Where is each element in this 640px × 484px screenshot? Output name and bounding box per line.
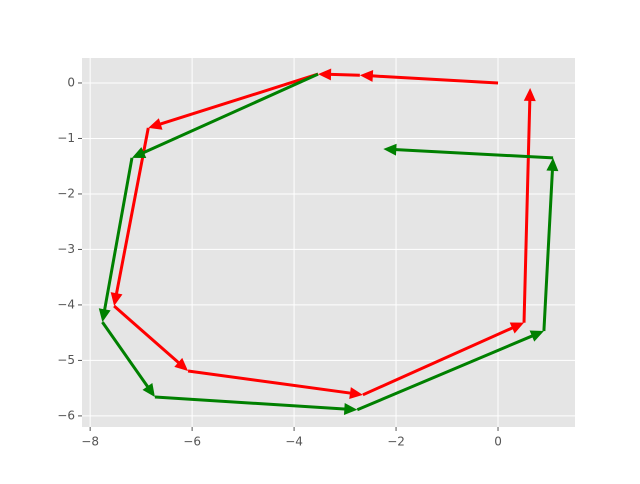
y-tick-label: 0 (67, 75, 75, 89)
x-tick-label: −4 (285, 435, 303, 449)
arrow (362, 322, 525, 397)
arrow (359, 69, 499, 85)
arrow (542, 157, 559, 332)
arrow (318, 68, 360, 81)
x-tick-label: 0 (494, 435, 502, 449)
arrow (154, 395, 358, 415)
arrow (110, 127, 150, 307)
x-tick-label: −2 (387, 435, 405, 449)
arrow (131, 72, 319, 159)
y-tick-label: −3 (57, 242, 75, 256)
arrow (383, 143, 554, 160)
arrow (522, 87, 536, 323)
arrow (98, 157, 134, 323)
arrow (148, 72, 319, 130)
arrow (101, 321, 155, 398)
plot-area (82, 58, 575, 427)
x-tick-label: −6 (183, 435, 201, 449)
y-tick-label: −2 (57, 186, 75, 200)
y-tick-label: −5 (57, 353, 75, 367)
y-tick-label: −6 (57, 408, 75, 422)
x-tick-label: −8 (81, 435, 99, 449)
arrow (187, 369, 363, 400)
y-tick-label: −1 (57, 131, 75, 145)
arrow (356, 330, 544, 412)
y-tick-label: −4 (57, 297, 75, 311)
arrow (113, 304, 189, 371)
